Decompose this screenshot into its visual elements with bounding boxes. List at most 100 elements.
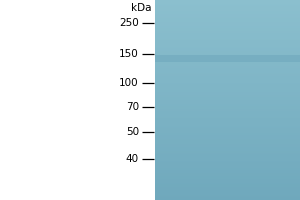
Bar bbox=[154, 35, 300, 36]
Bar bbox=[154, 0, 300, 1]
Bar bbox=[154, 79, 300, 80]
Bar bbox=[154, 114, 300, 115]
Bar bbox=[154, 99, 300, 100]
Bar bbox=[154, 138, 300, 139]
Bar bbox=[154, 160, 300, 161]
Bar bbox=[154, 107, 300, 108]
Bar bbox=[154, 126, 300, 127]
Bar bbox=[154, 94, 300, 95]
Bar bbox=[154, 16, 300, 17]
Bar bbox=[154, 53, 300, 54]
Bar bbox=[154, 89, 300, 90]
Bar bbox=[154, 182, 300, 183]
Bar bbox=[154, 52, 300, 53]
Text: 250: 250 bbox=[119, 18, 139, 28]
Bar bbox=[154, 1, 300, 2]
Bar bbox=[154, 133, 300, 134]
Bar bbox=[154, 60, 300, 61]
Bar bbox=[154, 43, 300, 44]
Bar bbox=[154, 57, 300, 58]
Bar bbox=[154, 36, 300, 37]
Bar bbox=[154, 47, 300, 48]
Bar bbox=[154, 90, 300, 91]
Bar bbox=[154, 117, 300, 118]
Bar bbox=[154, 118, 300, 119]
Bar bbox=[154, 30, 300, 31]
Bar bbox=[154, 186, 300, 187]
Bar bbox=[154, 179, 300, 180]
Bar bbox=[154, 31, 300, 32]
Bar bbox=[154, 88, 300, 89]
Bar bbox=[154, 178, 300, 179]
Bar bbox=[154, 11, 300, 12]
Text: 100: 100 bbox=[119, 78, 139, 88]
Bar bbox=[154, 197, 300, 198]
Bar bbox=[154, 181, 300, 182]
Bar bbox=[154, 29, 300, 30]
Bar bbox=[154, 169, 300, 170]
Bar bbox=[154, 23, 300, 24]
Bar bbox=[154, 112, 300, 113]
Bar bbox=[154, 42, 300, 43]
Bar bbox=[154, 56, 300, 57]
Bar bbox=[154, 68, 300, 69]
Bar bbox=[154, 175, 300, 176]
Bar bbox=[154, 82, 300, 83]
Bar bbox=[154, 105, 300, 106]
Bar bbox=[154, 86, 300, 87]
Bar bbox=[154, 102, 300, 103]
Bar bbox=[154, 166, 300, 167]
Bar bbox=[154, 15, 300, 16]
Bar bbox=[154, 38, 300, 39]
Bar bbox=[154, 67, 300, 68]
Bar bbox=[154, 130, 300, 131]
Bar bbox=[154, 121, 300, 122]
Bar bbox=[154, 76, 300, 77]
Bar bbox=[154, 123, 300, 124]
Bar bbox=[154, 61, 300, 62]
Bar bbox=[154, 58, 300, 59]
Bar bbox=[154, 183, 300, 184]
Bar bbox=[154, 96, 300, 97]
Bar bbox=[154, 129, 300, 130]
Bar bbox=[154, 161, 300, 162]
Bar bbox=[154, 196, 300, 197]
Bar bbox=[154, 165, 300, 166]
Bar bbox=[154, 24, 300, 25]
Bar bbox=[154, 66, 300, 67]
Bar bbox=[154, 146, 300, 147]
Bar bbox=[154, 45, 300, 46]
Bar bbox=[154, 168, 300, 169]
Bar bbox=[154, 87, 300, 88]
Bar bbox=[154, 49, 300, 50]
Bar bbox=[154, 192, 300, 193]
Bar bbox=[154, 148, 300, 149]
Bar bbox=[154, 185, 300, 186]
Bar bbox=[154, 74, 300, 75]
Bar bbox=[154, 173, 300, 174]
Bar bbox=[154, 28, 300, 29]
Bar bbox=[154, 48, 300, 49]
Bar bbox=[154, 63, 300, 64]
Bar bbox=[154, 21, 300, 22]
Bar bbox=[154, 44, 300, 45]
Bar bbox=[154, 131, 300, 132]
Bar bbox=[154, 70, 300, 71]
Bar bbox=[154, 69, 300, 70]
Bar bbox=[154, 77, 300, 78]
Text: 50: 50 bbox=[126, 127, 139, 137]
Bar bbox=[154, 108, 300, 109]
Bar bbox=[154, 128, 300, 129]
Bar bbox=[154, 103, 300, 104]
Bar bbox=[154, 37, 300, 38]
Bar bbox=[154, 72, 300, 73]
Bar bbox=[154, 122, 300, 123]
Bar bbox=[154, 188, 300, 189]
Bar bbox=[154, 193, 300, 194]
Bar bbox=[154, 159, 300, 160]
Bar bbox=[154, 84, 300, 85]
Bar bbox=[154, 80, 300, 81]
Bar bbox=[154, 25, 300, 26]
Bar bbox=[154, 152, 300, 153]
Bar bbox=[154, 113, 300, 114]
